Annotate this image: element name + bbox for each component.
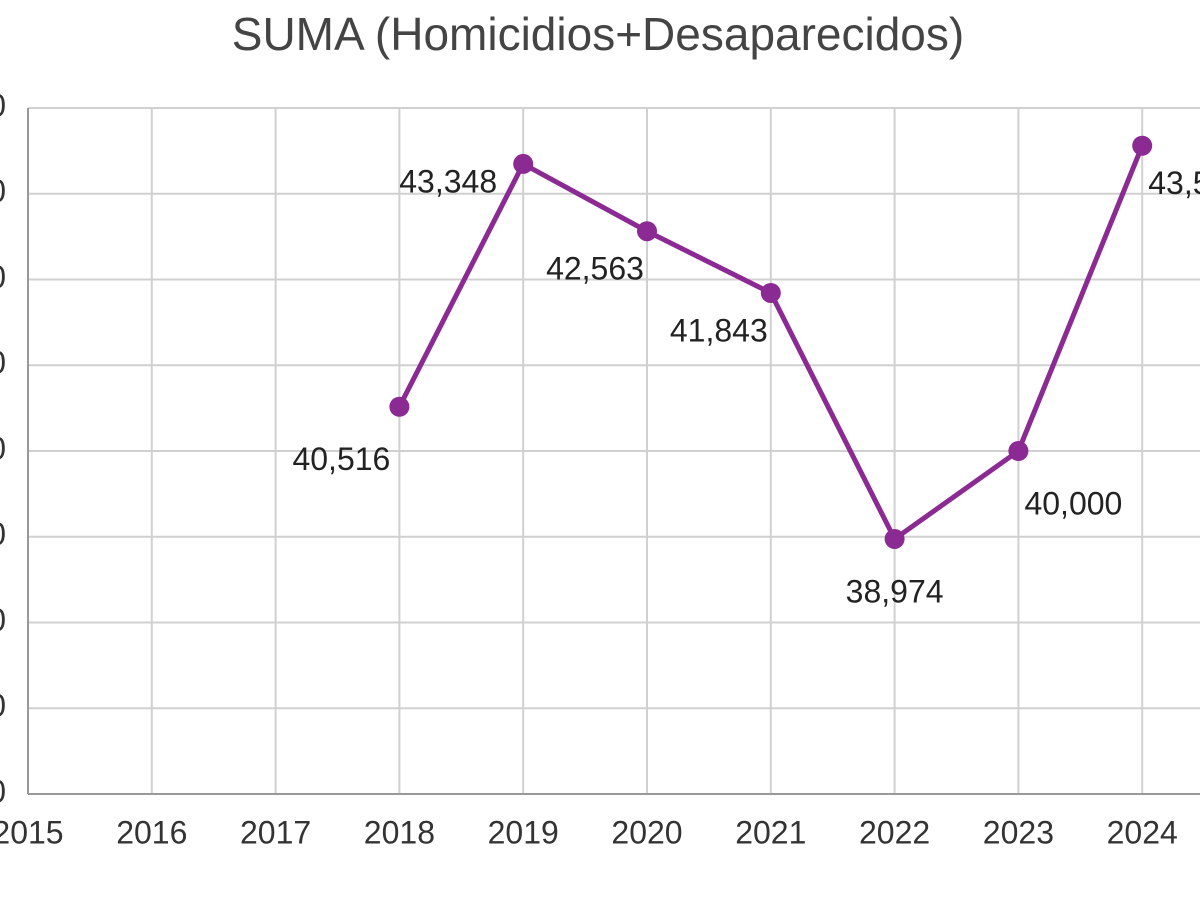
- value-label: 43,348: [399, 163, 497, 199]
- y-tick-label: 37,000: [0, 688, 6, 724]
- x-tick-label: 2020: [611, 814, 682, 850]
- x-tick-label: 2019: [488, 814, 559, 850]
- point: [389, 396, 410, 417]
- point: [513, 153, 534, 174]
- x-tick-label: 2017: [240, 814, 311, 850]
- y-tick-label: 44,000: [0, 87, 6, 123]
- x-tick-label: 2024: [1107, 814, 1178, 850]
- x-tick-label: 2018: [364, 814, 435, 850]
- x-tick-label: 2021: [735, 814, 806, 850]
- x-tick-label: 2016: [116, 814, 187, 850]
- point: [1132, 135, 1153, 156]
- value-label: 40,000: [1024, 485, 1122, 521]
- y-tick-label: 36,000: [0, 773, 6, 809]
- point: [760, 282, 781, 303]
- y-tick-label: 38,000: [0, 602, 6, 638]
- point: [884, 528, 905, 549]
- y-tick-label: 40,000: [0, 430, 6, 466]
- chart-title: SUMA (Homicidios+Desaparecidos): [232, 8, 964, 60]
- value-label: 43,560: [1148, 165, 1200, 201]
- x-tick-label: 2023: [983, 814, 1054, 850]
- y-tick-label: 39,000: [0, 516, 6, 552]
- y-tick-label: 42,000: [0, 259, 6, 295]
- point: [1008, 441, 1029, 461]
- x-tick-label: 2015: [0, 814, 64, 850]
- y-tick-label: 41,000: [0, 345, 6, 381]
- value-label: 42,563: [546, 251, 644, 287]
- value-label: 41,843: [670, 312, 768, 348]
- point: [637, 221, 657, 242]
- value-label: 38,974: [846, 573, 944, 609]
- value-label: 40,516: [292, 441, 390, 477]
- x-tick-label: 2022: [859, 814, 930, 850]
- y-tick-label: 43,000: [0, 173, 6, 209]
